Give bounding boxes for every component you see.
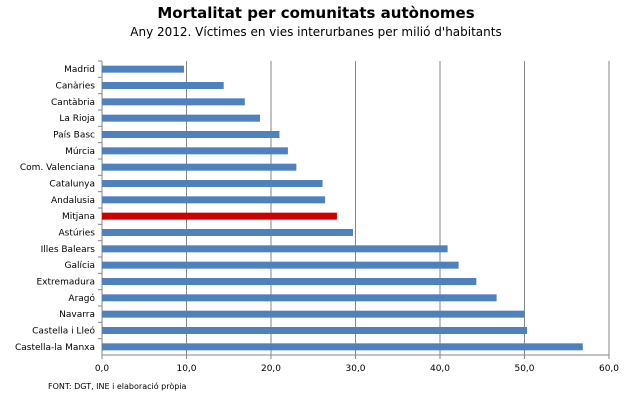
source-note: FONT: DGT, INE i elaboració pròpia xyxy=(48,382,187,391)
bar-castella-la-manxa xyxy=(102,343,583,351)
chart-title: Mortalitat per comunitats autònomes xyxy=(157,4,475,22)
y-category-label: La Rioja xyxy=(59,114,95,124)
y-category-label: País Basc xyxy=(53,131,95,141)
bar-navarra xyxy=(102,310,525,318)
x-tick-label: 50,0 xyxy=(514,364,534,374)
bar-andalusia xyxy=(102,196,326,204)
x-tick-label: 20,0 xyxy=(261,364,281,374)
bar-castella-i-lle- xyxy=(102,327,528,334)
y-category-label: Andalusia xyxy=(51,196,95,206)
bar-madrid xyxy=(102,65,184,73)
bar-pa-s-basc xyxy=(102,131,280,138)
y-category-label: Catalunya xyxy=(49,180,95,190)
y-category-label: Galícia xyxy=(65,261,95,271)
y-category-label: Extremadura xyxy=(37,278,96,288)
bar-illes-balears xyxy=(102,245,448,253)
x-tick-label: 40,0 xyxy=(430,364,450,374)
y-category-label: Com. Valenciana xyxy=(20,163,95,173)
y-category-label: Cantàbria xyxy=(51,98,95,108)
y-category-label: Madrid xyxy=(64,65,95,75)
bar-ast-ries xyxy=(102,229,353,236)
y-category-label: Astúries xyxy=(58,229,95,239)
bar-com-valenciana xyxy=(102,163,297,171)
y-category-label: Aragó xyxy=(68,293,95,304)
x-tick-label: 60,0 xyxy=(599,364,619,374)
y-category-label: Canàries xyxy=(56,82,96,92)
bar-can-ries xyxy=(102,82,224,89)
y-category-label: Navarra xyxy=(59,310,95,320)
y-category-label: Mitjana xyxy=(62,212,95,222)
x-tick-label: 0,0 xyxy=(95,364,110,374)
y-category-label: Castella-la Manxa xyxy=(15,343,95,353)
chart-subtitle: Any 2012. Víctimes en vies interurbanes … xyxy=(130,25,502,39)
bar-arag- xyxy=(102,294,497,302)
y-category-label: Castella i Lleó xyxy=(32,326,95,337)
bar-cant-bria xyxy=(102,98,245,106)
bar-extremadura xyxy=(102,278,477,285)
x-tick-label: 10,0 xyxy=(176,364,196,374)
bar-gal-cia xyxy=(102,261,459,269)
x-tick-label: 30,0 xyxy=(345,364,365,374)
bar-m-rcia xyxy=(102,147,288,155)
y-category-label: Illes Balears xyxy=(41,245,96,255)
bar-catalunya xyxy=(102,180,323,187)
bar-mitjana xyxy=(102,212,337,220)
y-category-label: Múrcia xyxy=(65,147,95,157)
bar-la-rioja xyxy=(102,114,261,122)
